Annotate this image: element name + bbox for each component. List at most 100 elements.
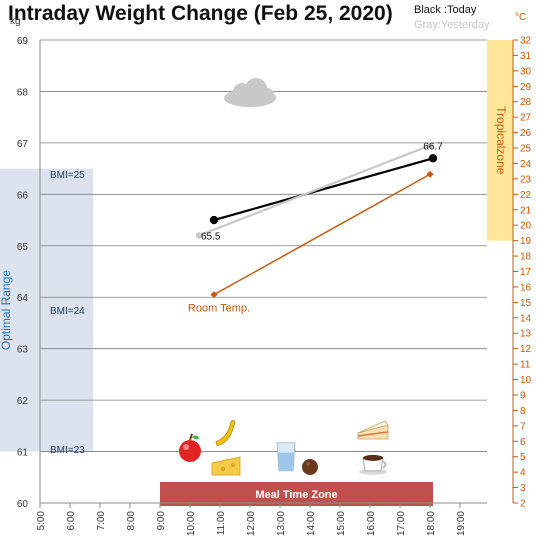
yesterday-marker bbox=[195, 232, 203, 239]
bands-layer bbox=[0, 40, 513, 506]
icons-layer bbox=[179, 78, 389, 476]
x-tick-label: 6:00 bbox=[66, 511, 77, 531]
right-tick-label: 29 bbox=[520, 82, 532, 93]
optimal-range-label: Optimal Range bbox=[0, 270, 13, 350]
right-tick-label: 14 bbox=[520, 313, 532, 324]
x-tick-label: 10:00 bbox=[186, 511, 197, 536]
left-tick-label: 69 bbox=[17, 36, 29, 47]
right-tick-label: 18 bbox=[520, 252, 532, 263]
apple-body bbox=[179, 439, 201, 462]
right-tick-label: 4 bbox=[520, 468, 526, 479]
right-tick-label: 12 bbox=[520, 344, 532, 355]
series-layer bbox=[195, 142, 438, 299]
apple-icon bbox=[179, 433, 201, 462]
apple-shine bbox=[183, 443, 189, 450]
bmi-label: BMI=23 bbox=[50, 445, 85, 456]
yesterday-marker bbox=[426, 142, 434, 149]
water-glass-icon bbox=[276, 442, 296, 472]
x-tick-label: 18:00 bbox=[426, 511, 437, 536]
cake-layer bbox=[357, 431, 389, 437]
chocolate-shine bbox=[306, 461, 310, 466]
x-tick-label: 9:00 bbox=[156, 511, 167, 531]
x-tick-label: 17:00 bbox=[396, 511, 407, 536]
right-tick-label: 22 bbox=[520, 190, 532, 201]
right-tick-label: 5 bbox=[520, 452, 526, 463]
banana-body bbox=[215, 420, 236, 447]
room-temp-line bbox=[213, 173, 431, 296]
left-tick-label: 61 bbox=[17, 448, 29, 459]
left-tick-label: 60 bbox=[17, 499, 29, 510]
x-tick-label: 16:00 bbox=[366, 511, 377, 536]
data-label: 65.5 bbox=[201, 231, 221, 242]
left-tick-label: 62 bbox=[17, 396, 29, 407]
cheese-body bbox=[211, 456, 241, 476]
left-axis-unit: kg bbox=[10, 16, 21, 27]
cheese-hole bbox=[220, 466, 226, 472]
right-tick-label: 17 bbox=[520, 267, 532, 278]
cloud-icon bbox=[224, 78, 276, 108]
cheese-icon bbox=[211, 456, 241, 476]
cloud-part bbox=[260, 88, 274, 103]
apple-leaf bbox=[192, 435, 199, 440]
right-tick-label: 20 bbox=[520, 221, 532, 232]
right-tick-label: 7 bbox=[520, 421, 526, 432]
right-tick-label: 32 bbox=[520, 36, 532, 47]
right-tick-label: 25 bbox=[520, 144, 532, 155]
optimal-range-band bbox=[0, 168, 93, 452]
x-tick-label: 14:00 bbox=[306, 511, 317, 536]
right-tick-label: 21 bbox=[520, 205, 532, 216]
today-marker bbox=[428, 154, 438, 163]
chart-title: Intraday Weight Change (Feb 25, 2020) bbox=[8, 2, 393, 25]
left-tick-label: 66 bbox=[17, 190, 29, 201]
room-temp-marker bbox=[210, 291, 218, 299]
x-tick-label: 12:00 bbox=[246, 511, 257, 536]
x-tick-label: 7:00 bbox=[96, 511, 107, 531]
right-tick-label: 15 bbox=[520, 298, 532, 309]
left-tick-label: 65 bbox=[17, 242, 29, 253]
left-tick-label: 64 bbox=[17, 293, 29, 304]
data-label: 66.7 bbox=[423, 141, 443, 152]
coffee-liquid bbox=[363, 454, 383, 461]
x-tick-label: 15:00 bbox=[336, 511, 347, 536]
right-axis-unit: °C bbox=[515, 12, 526, 23]
right-tick-label: 11 bbox=[520, 360, 531, 371]
right-tick-label: 10 bbox=[520, 375, 532, 386]
bmi-label: BMI=24 bbox=[50, 306, 85, 317]
coffee-icon bbox=[359, 454, 387, 475]
room-temp-marker bbox=[426, 170, 434, 178]
today-line bbox=[213, 157, 434, 222]
x-tick-label: 11:00 bbox=[216, 511, 227, 536]
legend-today: Black :Today bbox=[414, 4, 477, 16]
right-tick-label: 9 bbox=[520, 390, 526, 401]
banana-icon bbox=[215, 420, 236, 447]
left-tick-label: 68 bbox=[17, 87, 29, 98]
axes-layer bbox=[39, 39, 518, 508]
right-tick-label: 28 bbox=[520, 97, 532, 108]
right-tick-label: 13 bbox=[520, 329, 532, 340]
apple-stem bbox=[189, 433, 193, 441]
tropical-zone-band bbox=[487, 40, 513, 241]
grid-layer bbox=[40, 39, 487, 504]
right-tick-label: 8 bbox=[520, 406, 526, 417]
tropical-zone-label: Tropicalzone bbox=[494, 106, 508, 175]
right-tick-label: 19 bbox=[520, 236, 532, 247]
right-tick-label: 31 bbox=[520, 51, 532, 62]
right-tick-label: 3 bbox=[520, 483, 526, 494]
meal-time-zone-label: Meal Time Zone bbox=[255, 489, 337, 501]
right-tick-label: 30 bbox=[520, 66, 532, 77]
cake-top bbox=[357, 420, 389, 434]
left-tick-label: 67 bbox=[17, 139, 29, 150]
bmi-label: BMI=25 bbox=[50, 170, 85, 181]
x-tick-label: 19:00 bbox=[456, 511, 467, 536]
right-tick-label: 16 bbox=[520, 282, 532, 293]
chocolate-icon bbox=[302, 458, 318, 475]
x-tick-label: 8:00 bbox=[126, 511, 137, 531]
chocolate-body bbox=[302, 458, 318, 475]
left-tick-label: 63 bbox=[17, 345, 29, 356]
meal-time-zone-bar bbox=[160, 482, 433, 506]
right-tick-label: 24 bbox=[520, 159, 532, 170]
coffee-handle bbox=[382, 461, 387, 469]
yesterday-line bbox=[198, 144, 431, 237]
